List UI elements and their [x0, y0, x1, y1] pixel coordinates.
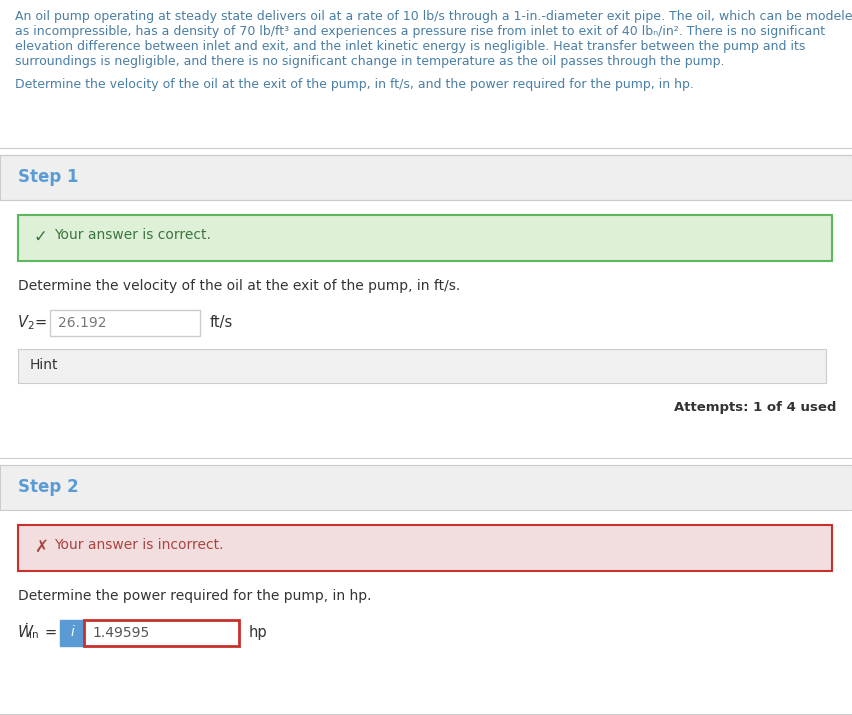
Bar [0, 0, 852, 148]
Text: 26.192: 26.192 [58, 316, 106, 330]
Bar [0, 200, 852, 458]
Text: An oil pump operating at steady state delivers oil at a rate of 10 lb/s through : An oil pump operating at steady state de… [15, 10, 852, 23]
Text: 2: 2 [27, 321, 33, 331]
Text: 1.49595: 1.49595 [92, 626, 149, 640]
Text: ft/s: ft/s [210, 315, 233, 330]
Text: =: = [35, 315, 47, 330]
Text: Step 1: Step 1 [18, 168, 78, 186]
Text: Determine the velocity of the oil at the exit of the pump, in ft/s, and the powe: Determine the velocity of the oil at the… [15, 78, 694, 91]
Text: Determine the velocity of the oil at the exit of the pump, in ft/s.: Determine the velocity of the oil at the… [18, 279, 460, 293]
Bar [18, 525, 832, 571]
Bar [18, 215, 832, 261]
Text: in: in [29, 630, 38, 640]
Text: as incompressible, has a density of 70 lb/ft³ and experiences a pressure rise fr: as incompressible, has a density of 70 l… [15, 25, 825, 38]
Text: ✓: ✓ [34, 228, 48, 246]
Text: Your answer is incorrect.: Your answer is incorrect. [54, 538, 223, 552]
Text: Determine the power required for the pump, in hp.: Determine the power required for the pum… [18, 589, 371, 603]
Text: =: = [44, 625, 56, 640]
Bar [0, 510, 852, 715]
Text: V: V [18, 315, 28, 330]
Bar [50, 310, 200, 336]
Text: ✗: ✗ [34, 538, 48, 556]
Text: Step 2: Step 2 [18, 478, 78, 496]
Text: Your answer is correct.: Your answer is correct. [54, 228, 211, 242]
Text: i: i [70, 625, 74, 639]
Text: Attempts: 1 of 4 used: Attempts: 1 of 4 used [674, 401, 836, 414]
Text: Ẇ: Ẇ [18, 625, 33, 640]
Text: surroundings is negligible, and there is no significant change in temperature as: surroundings is negligible, and there is… [15, 55, 724, 68]
Bar [84, 620, 239, 646]
Bar [0, 155, 852, 200]
Bar [60, 620, 84, 646]
Bar [0, 465, 852, 510]
Text: elevation difference between inlet and exit, and the inlet kinetic energy is neg: elevation difference between inlet and e… [15, 40, 805, 53]
Bar [18, 349, 826, 383]
Text: hp: hp [249, 625, 268, 640]
Text: Hint: Hint [30, 358, 59, 372]
